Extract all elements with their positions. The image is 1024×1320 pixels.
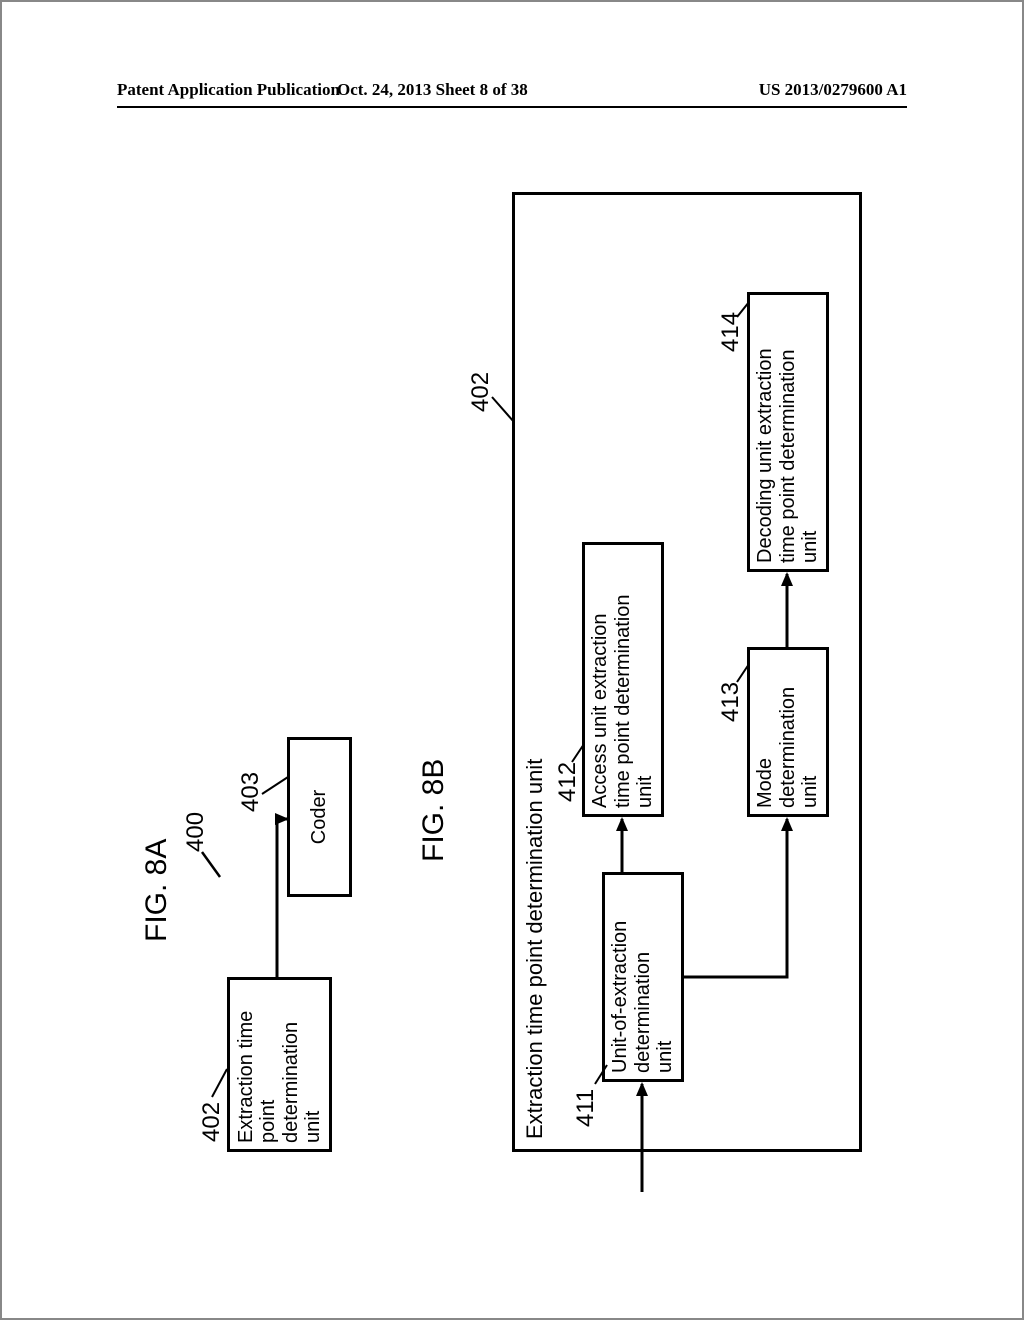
fig-8b-title: FIG. 8B	[417, 759, 451, 862]
box-label: Coder	[308, 790, 330, 844]
box-label: Access unit extraction time point determ…	[589, 595, 656, 808]
figure-stage: FIG. 8A 400 402 Extraction time point de…	[122, 152, 902, 1212]
ref-402-a: 402	[198, 1102, 226, 1142]
box-decoding-unit-extraction-time-point-determination-unit: Decoding unit extraction time point dete…	[747, 292, 829, 572]
box-extraction-time-point-determination-unit-a: Extraction time point determination unit	[227, 977, 332, 1152]
box-unit-of-extraction-determination-unit: Unit-of-extraction determination unit	[602, 872, 684, 1082]
ref-411: 411	[572, 1089, 600, 1127]
page-header: Patent Application Publication Oct. 24, …	[117, 80, 907, 108]
box-label: Unit-of-extraction determination unit	[609, 921, 676, 1073]
box-label: Extraction time point determination unit	[235, 1011, 325, 1143]
header-rule	[117, 106, 907, 108]
box-label: Extraction time point determination unit	[523, 759, 548, 1139]
header-right: US 2013/0279600 A1	[759, 80, 907, 100]
ref-400: 400	[182, 812, 210, 852]
box-coder: Coder	[287, 737, 352, 897]
ref-402-b: 402	[467, 372, 495, 412]
ref-413: 413	[717, 682, 745, 722]
header-left: Patent Application Publication	[117, 80, 340, 100]
ref-414: 414	[717, 312, 745, 352]
box-label: Decoding unit extraction time point dete…	[754, 348, 821, 563]
ref-412: 412	[554, 762, 582, 802]
box-access-unit-extraction-time-point-determination-unit: Access unit extraction time point determ…	[582, 542, 664, 817]
page-frame: Patent Application Publication Oct. 24, …	[0, 0, 1024, 1320]
box-label: Mode determination unit	[754, 687, 821, 808]
ref-403: 403	[237, 772, 265, 812]
box-mode-determination-unit: Mode determination unit	[747, 647, 829, 817]
header-center: Oct. 24, 2013 Sheet 8 of 38	[337, 80, 528, 100]
rotated-canvas: FIG. 8A 400 402 Extraction time point de…	[122, 152, 902, 1212]
fig-8a-title: FIG. 8A	[140, 839, 174, 942]
